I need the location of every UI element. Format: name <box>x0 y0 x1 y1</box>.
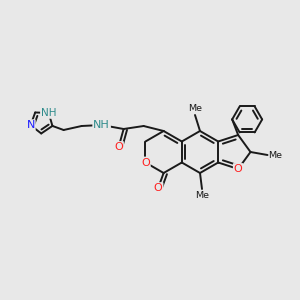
Text: NH: NH <box>41 108 56 118</box>
Text: O: O <box>234 164 242 174</box>
Text: Me: Me <box>188 104 202 113</box>
Text: O: O <box>114 142 123 152</box>
Text: O: O <box>154 183 163 193</box>
Text: N: N <box>26 120 35 130</box>
Text: Me: Me <box>195 191 209 200</box>
Text: O: O <box>141 158 150 167</box>
Text: Me: Me <box>268 151 283 160</box>
Text: NH: NH <box>93 120 110 130</box>
